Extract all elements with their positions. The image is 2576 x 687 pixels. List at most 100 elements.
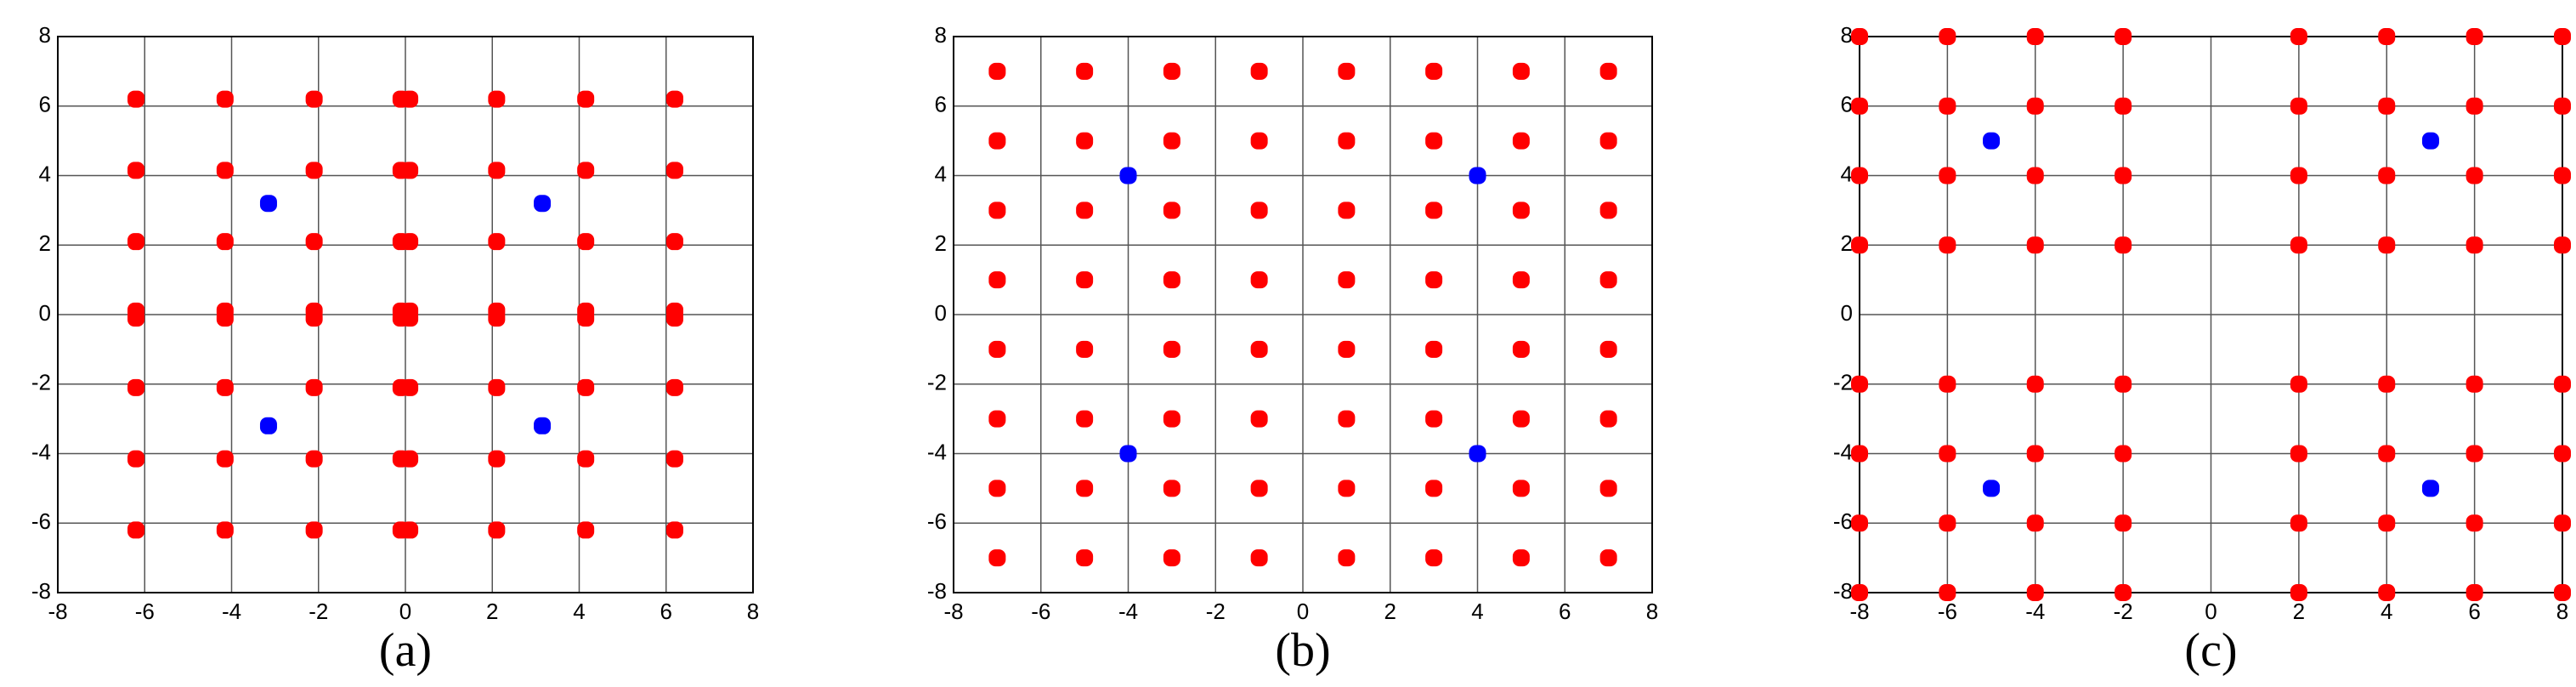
y-tick-label: -6 — [1833, 508, 1853, 534]
point — [2554, 375, 2571, 393]
point — [1851, 514, 1868, 532]
y-tick-label: -4 — [31, 439, 51, 464]
x-tick-label: 6 — [2468, 599, 2480, 624]
point — [1338, 132, 1356, 150]
y-tick-label: 4 — [39, 161, 51, 186]
x-tick-label: -2 — [2114, 599, 2133, 624]
point — [1250, 202, 1268, 219]
x-tick-label: 0 — [399, 599, 411, 624]
point — [1250, 271, 1268, 289]
point — [216, 378, 234, 396]
point — [1338, 202, 1356, 219]
y-tick-label: -8 — [31, 578, 51, 604]
point — [2378, 584, 2396, 601]
point — [1851, 445, 1868, 463]
point — [488, 162, 506, 179]
point — [988, 480, 1006, 497]
point — [2026, 584, 2044, 601]
point — [2026, 445, 2044, 463]
point — [2378, 167, 2396, 185]
x-tick-label: 2 — [1384, 599, 1396, 624]
point — [2290, 97, 2307, 115]
point — [665, 378, 683, 396]
point — [305, 233, 323, 251]
y-tick-label: 6 — [39, 92, 51, 117]
point — [988, 549, 1006, 567]
x-tick-label: -6 — [135, 599, 155, 624]
point — [127, 378, 145, 396]
point — [2466, 375, 2483, 393]
point — [305, 90, 323, 108]
y-tick-label: 2 — [935, 230, 947, 256]
point — [1425, 202, 1443, 219]
point — [216, 90, 234, 108]
point — [1250, 549, 1268, 567]
y-tick-label: 4 — [935, 161, 947, 186]
point — [127, 521, 145, 539]
y-tick-label: -8 — [1833, 578, 1853, 604]
x-tick-label: -8 — [48, 599, 67, 624]
point — [127, 90, 145, 108]
y-tick-label: 8 — [39, 22, 51, 48]
point — [1338, 62, 1356, 80]
point — [1119, 167, 1137, 185]
point — [1599, 62, 1617, 80]
point — [2554, 514, 2571, 532]
point — [2115, 97, 2132, 115]
point — [988, 132, 1006, 150]
x-tick-label: 2 — [486, 599, 498, 624]
point — [127, 233, 145, 251]
point — [1338, 340, 1356, 358]
point — [1851, 236, 1868, 254]
point — [2421, 480, 2439, 497]
point — [1512, 132, 1530, 150]
point — [488, 233, 506, 251]
point — [534, 417, 552, 434]
point — [2378, 375, 2396, 393]
point — [1851, 375, 1868, 393]
point — [127, 309, 145, 327]
point — [1939, 167, 1956, 185]
point — [1163, 340, 1180, 358]
point — [216, 162, 234, 179]
point — [2466, 584, 2483, 601]
y-tick-label: 0 — [39, 300, 51, 326]
point — [2290, 514, 2307, 532]
point — [1599, 132, 1617, 150]
point — [2115, 375, 2132, 393]
point — [1163, 202, 1180, 219]
point — [2115, 584, 2132, 601]
point — [305, 162, 323, 179]
point — [1512, 549, 1530, 567]
point — [401, 162, 419, 179]
point — [1163, 549, 1180, 567]
point — [577, 162, 595, 179]
point — [488, 450, 506, 468]
point — [988, 62, 1006, 80]
point — [216, 450, 234, 468]
point — [577, 521, 595, 539]
y-tick-label: -4 — [927, 439, 947, 464]
point — [1512, 410, 1530, 428]
point — [577, 233, 595, 251]
point — [2554, 445, 2571, 463]
point — [2554, 236, 2571, 254]
point — [2115, 167, 2132, 185]
point — [1338, 480, 1356, 497]
point — [577, 90, 595, 108]
x-tick-label: -6 — [1031, 599, 1050, 624]
point — [1469, 167, 1486, 185]
x-tick-label: 6 — [660, 599, 672, 624]
point — [2026, 28, 2044, 45]
point — [2026, 375, 2044, 393]
point — [1425, 410, 1443, 428]
point — [1599, 549, 1617, 567]
point — [1425, 340, 1443, 358]
point — [1250, 132, 1268, 150]
y-tick-label: 4 — [1841, 161, 1853, 186]
point — [1076, 271, 1094, 289]
point — [1163, 132, 1180, 150]
x-tick-label: -6 — [1938, 599, 1957, 624]
